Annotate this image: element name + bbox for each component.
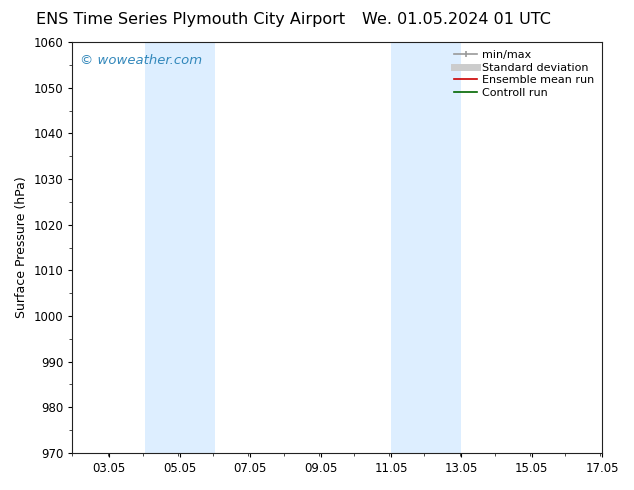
Text: We. 01.05.2024 01 UTC: We. 01.05.2024 01 UTC <box>362 12 551 27</box>
Text: ENS Time Series Plymouth City Airport: ENS Time Series Plymouth City Airport <box>36 12 345 27</box>
Text: © woweather.com: © woweather.com <box>81 54 202 68</box>
Y-axis label: Surface Pressure (hPa): Surface Pressure (hPa) <box>15 176 28 318</box>
Bar <box>145 42 215 453</box>
Legend: min/max, Standard deviation, Ensemble mean run, Controll run: min/max, Standard deviation, Ensemble me… <box>452 48 597 100</box>
Bar <box>391 42 462 453</box>
